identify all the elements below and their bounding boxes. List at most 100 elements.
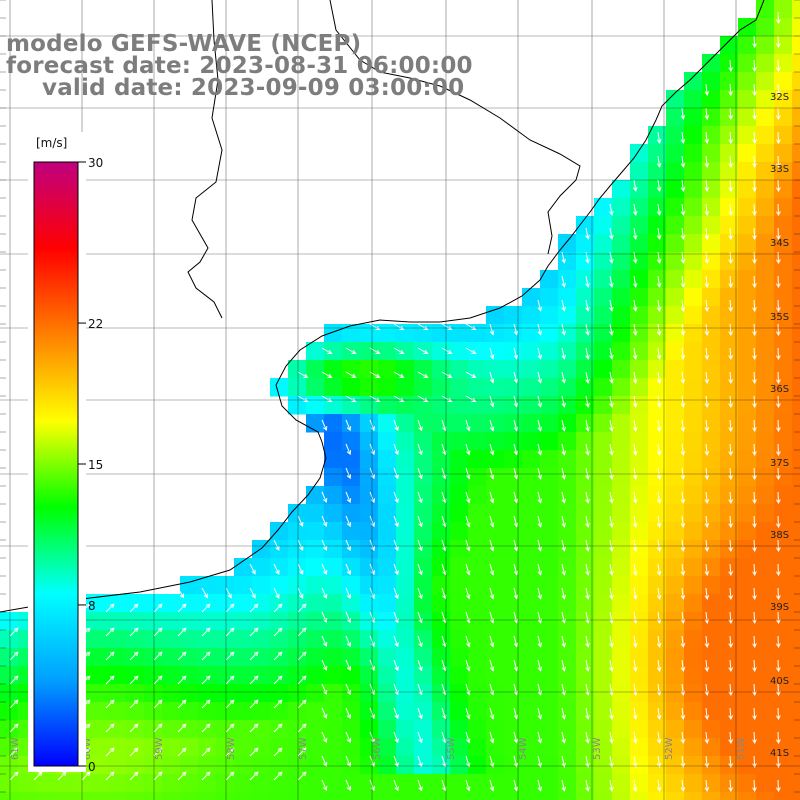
wind-speed-cell [648,774,667,793]
wind-speed-cell [576,774,595,793]
wind-speed-cell [612,288,631,307]
wind-arrow [153,651,163,661]
wind-speed-cell [756,162,775,181]
wind-arrow [441,395,453,403]
wind-speed-cell [774,702,793,721]
wind-speed-cell [792,54,800,73]
wind-arrow [680,563,686,576]
wind-speed-cell [468,522,487,541]
wind-speed-cell [630,684,649,703]
wind-arrow [704,83,710,96]
wind-speed-cell [288,612,307,631]
wind-arrow [81,771,91,781]
wind-arrow [775,539,781,553]
wind-speed-cell [684,180,703,199]
wind-speed-cell [792,270,800,289]
wind-speed-cell [612,486,631,505]
wind-arrow [656,179,662,192]
wind-speed-cell [360,504,379,523]
wind-speed-cell [684,540,703,559]
wind-arrow [393,395,405,403]
wind-speed-cell [522,774,541,793]
wind-arrow [680,659,686,672]
wind-speed-cell [774,630,793,649]
wind-speed-cell [396,702,415,721]
wind-speed-cell [414,594,433,613]
wind-speed-cell [396,342,415,361]
wind-arrow [609,755,614,768]
wind-speed-cell [666,252,685,271]
wind-speed-cell [594,360,613,379]
wind-speed-cell [756,648,775,667]
wind-arrow [201,627,211,637]
wind-speed-cell [738,180,757,199]
wind-speed-cell [378,522,397,541]
wind-speed-cell [666,756,685,775]
wind-arrow [775,611,781,625]
wind-arrow [656,539,662,552]
wind-speed-cell [414,630,433,649]
wind-speed-cell [558,540,577,559]
wind-speed-cell [504,594,523,613]
wind-speed-cell [198,630,217,649]
wind-speed-cell [576,792,595,800]
wind-speed-cell [792,414,800,433]
wind-speed-cell [756,126,775,145]
wind-speed-cell [792,324,800,343]
wind-arrow [656,347,662,360]
wind-arrow [225,723,235,733]
wind-speed-cell [234,648,253,667]
wind-speed-cell [756,630,775,649]
wind-speed-cell [756,36,775,55]
wind-speed-cell [684,360,703,379]
wind-arrow [9,651,19,661]
wind-speed-cell [630,216,649,235]
wind-speed-cell [432,720,451,739]
wind-speed-cell [144,774,163,793]
wind-speed-cell [594,738,613,757]
wind-speed-cell [306,756,325,775]
wind-speed-cell [360,774,379,793]
wind-speed-cell [162,612,181,631]
wind-arrow [775,395,781,409]
wind-speed-cell [270,720,289,739]
wind-speed-cell [630,486,649,505]
wind-arrow [513,467,519,480]
wind-arrow [561,395,566,408]
wind-arrow [417,563,423,576]
wind-arrow [249,587,256,599]
wind-speed-cell [450,540,469,559]
wind-speed-cell [450,630,469,649]
wind-speed-cell [684,666,703,685]
wind-speed-cell [324,684,343,703]
wind-speed-cell [702,414,721,433]
wind-speed-cell [684,216,703,235]
wind-arrow [775,227,781,241]
wind-speed-cell [774,432,793,451]
wind-arrow [680,515,686,528]
wind-arrow [775,467,781,481]
wind-speed-cell [684,612,703,631]
wind-speed-cell [198,774,217,793]
wind-arrow [680,587,686,600]
longitude-label: 55W [446,737,457,760]
wind-arrow [632,611,638,624]
wind-arrow [728,539,734,553]
wind-speed-cell [90,792,109,800]
wind-arrow [489,323,495,336]
wind-speed-cell [378,540,397,559]
wind-speed-cell [540,396,559,415]
wind-speed-cell [468,612,487,631]
wind-arrow [609,491,614,504]
wind-speed-cell [540,306,559,325]
wind-speed-cell [648,126,667,145]
wind-arrow [752,275,757,289]
wind-arrow [465,707,471,720]
wind-speed-cell [234,720,253,739]
wind-speed-cell [378,738,397,757]
wind-arrow [177,627,187,637]
wind-arrow [561,515,566,528]
wind-speed-cell [270,666,289,685]
wind-arrow [752,707,757,721]
wind-arrow [561,323,566,336]
